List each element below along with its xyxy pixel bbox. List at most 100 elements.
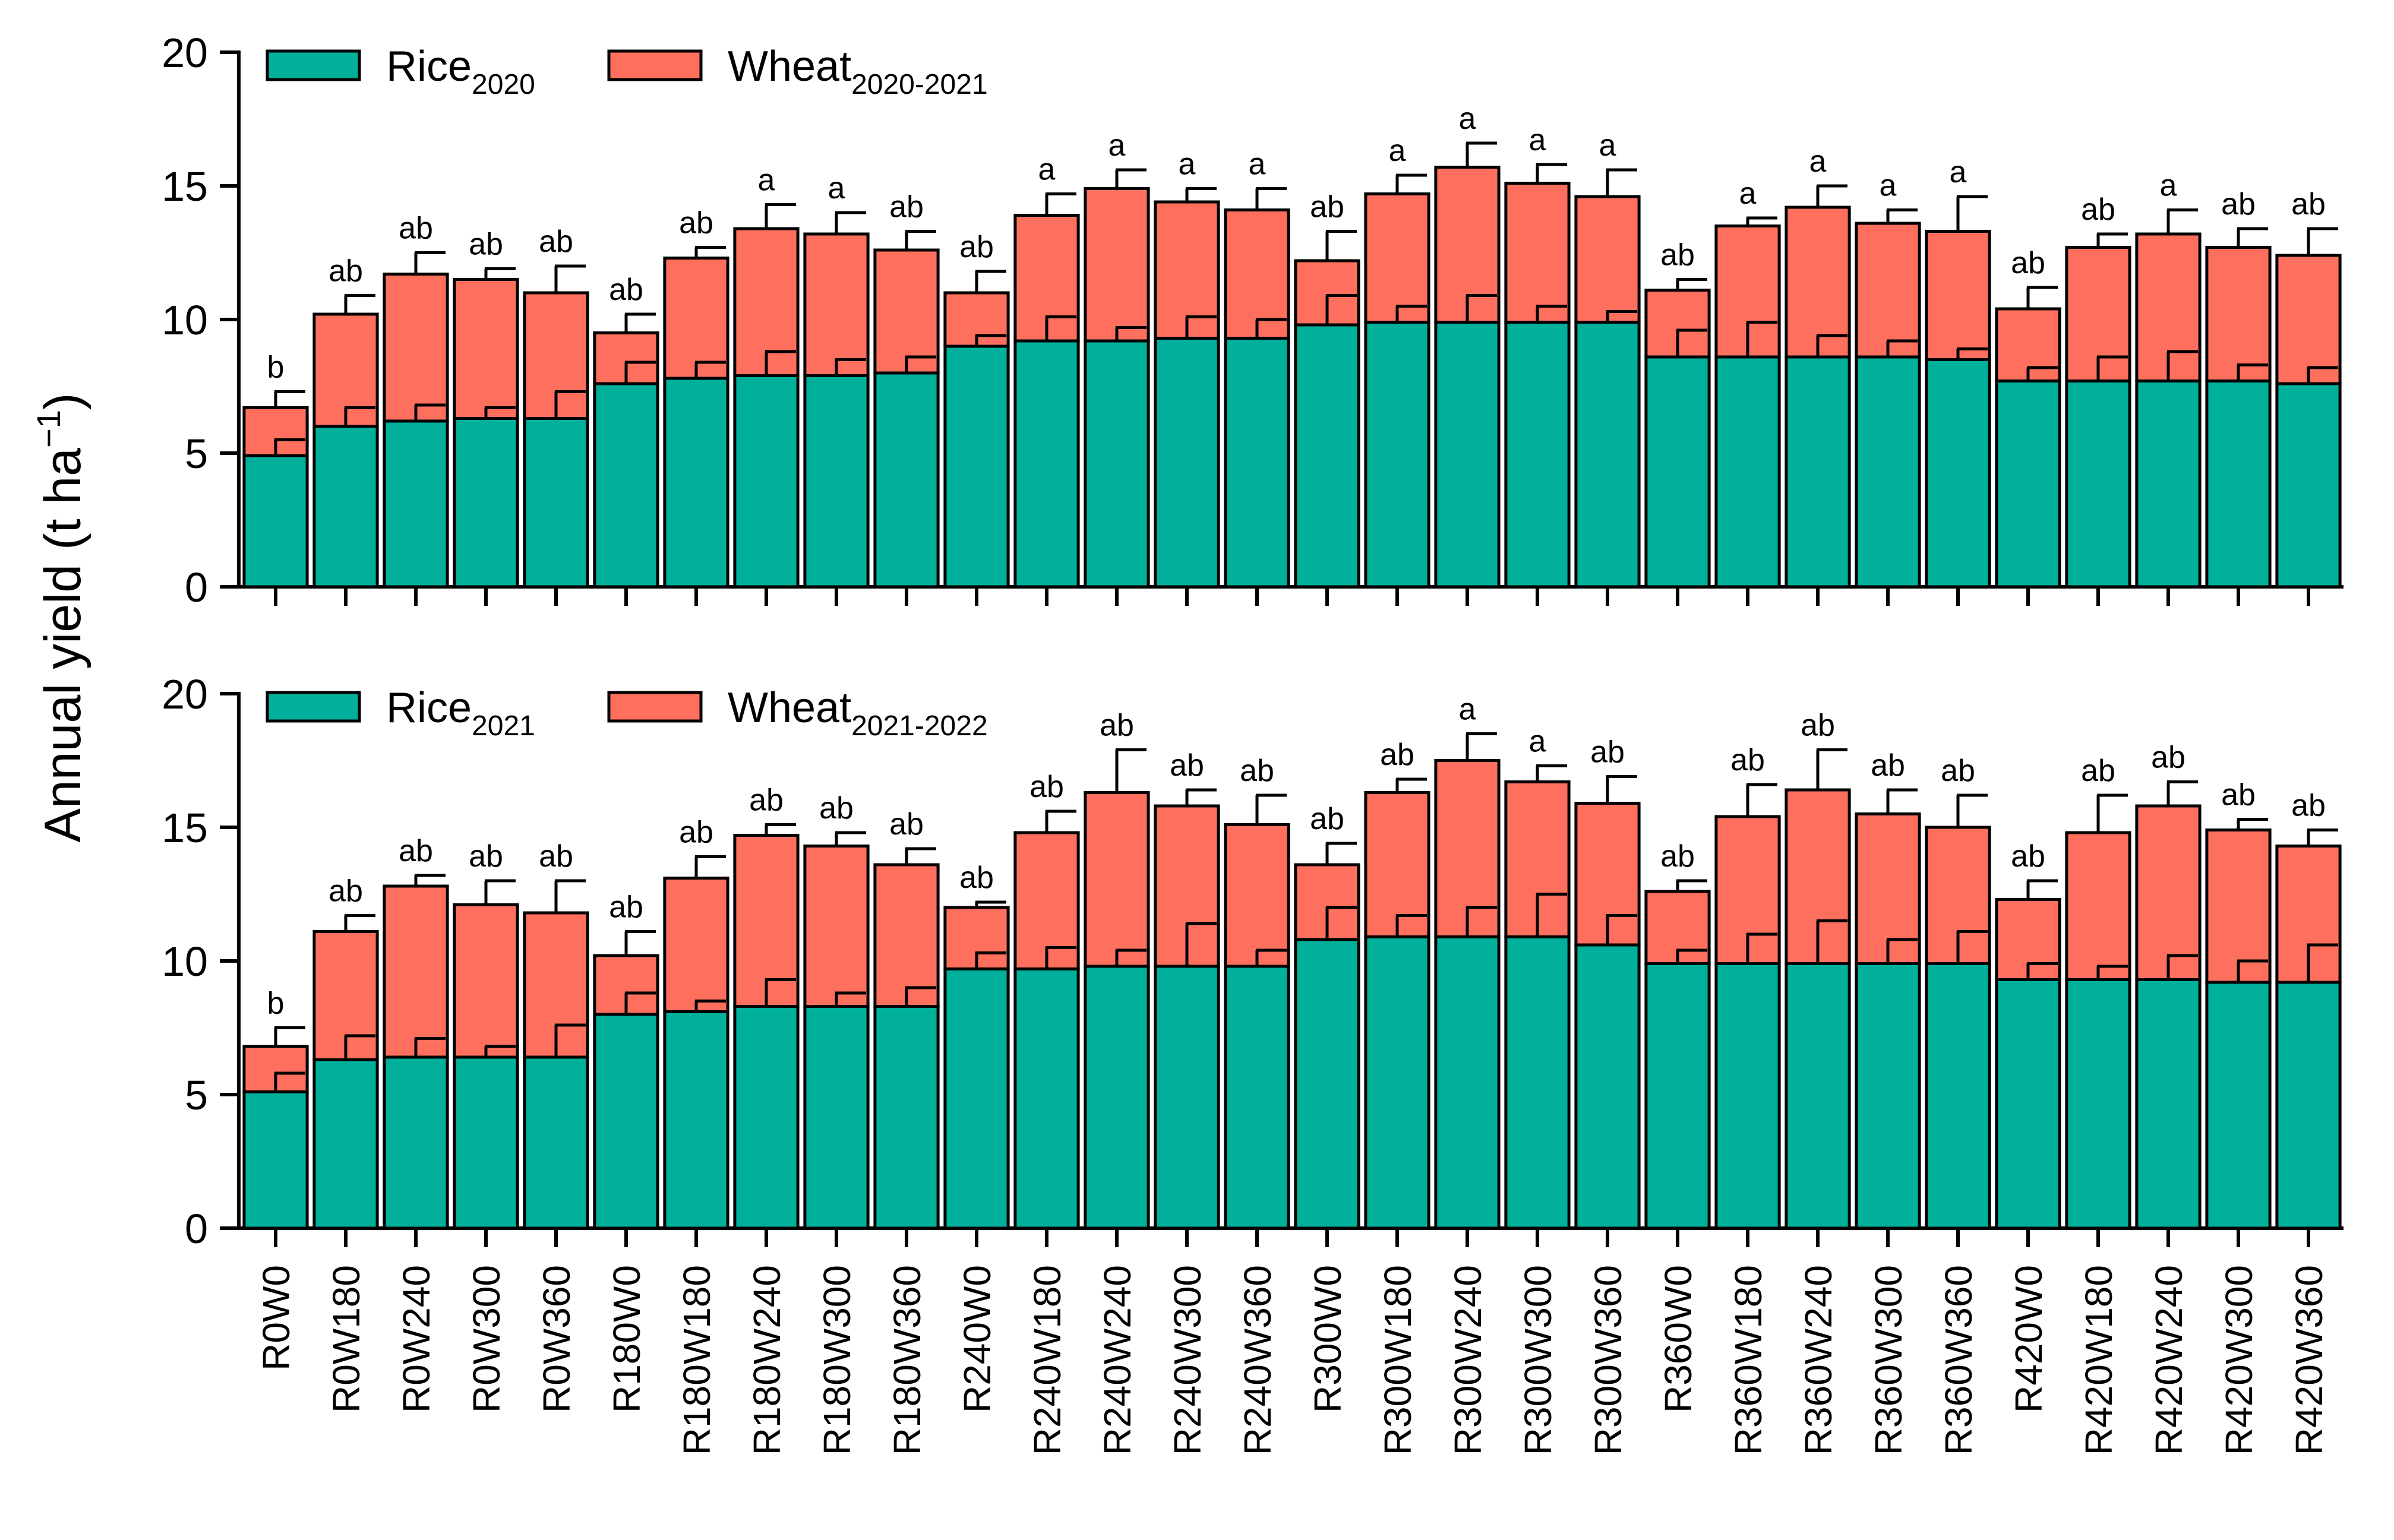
category-label: R180W360 — [886, 1265, 928, 1455]
significance-label: ab — [609, 890, 643, 925]
legend-label-subscript: 2021-2022 — [851, 710, 988, 742]
rice-bar — [383, 419, 449, 589]
rice-bar — [803, 374, 870, 589]
wheat-bar — [2205, 246, 2272, 382]
rice-bar — [312, 425, 379, 589]
wheat-bar — [2065, 831, 2131, 981]
rice-bar — [1714, 355, 1781, 589]
wheat-bar — [803, 845, 870, 1008]
y-tick-label: 0 — [185, 564, 208, 611]
wheat-bar — [873, 863, 940, 1008]
significance-label: ab — [469, 227, 503, 262]
significance-label: ab — [399, 211, 433, 246]
category-label: R240W180 — [1026, 1265, 1069, 1455]
significance-label: ab — [1240, 754, 1274, 788]
rice-bar — [242, 454, 309, 589]
significance-label: ab — [469, 839, 503, 874]
legend-label-wheat: Wheat2020-2021 — [728, 43, 988, 100]
wheat-bar — [733, 834, 800, 1008]
wheat-bar — [1504, 182, 1571, 324]
rice-bar — [663, 377, 729, 589]
rice-bar — [663, 1010, 729, 1230]
category-label: R240W360 — [1236, 1265, 1279, 1455]
rice-bar — [1364, 935, 1430, 1230]
y-tick-label: 0 — [185, 1206, 208, 1252]
rice-bar — [1154, 965, 1220, 1230]
rice-bar — [1364, 321, 1430, 589]
y-axis-label-main: Annual yield (t ha — [34, 448, 91, 843]
rice-bar — [1224, 337, 1290, 589]
legend-label-base: Wheat — [728, 684, 851, 732]
significance-label: ab — [2291, 187, 2326, 222]
significance-label: a — [1529, 725, 1546, 759]
rice-bar — [1574, 321, 1641, 589]
rice-bar — [453, 417, 519, 589]
significance-label: a — [1108, 128, 1126, 163]
wheat-bar — [1855, 222, 1921, 359]
significance-label: ab — [1801, 709, 1835, 743]
y-tick-label: 15 — [162, 805, 208, 851]
rice-bar — [312, 1058, 379, 1230]
category-label: R360W300 — [1867, 1265, 1910, 1455]
wheat-bar — [2135, 804, 2202, 981]
significance-label: ab — [2081, 192, 2115, 227]
rice-bar — [943, 967, 1010, 1230]
legend-swatch-wheat — [607, 691, 703, 723]
rice-bar — [2065, 380, 2131, 589]
rice-bar — [1644, 355, 1711, 589]
category-label: R360W240 — [1797, 1265, 1840, 1455]
category-label: R420W360 — [2288, 1265, 2330, 1455]
significance-label: ab — [329, 874, 363, 909]
rice-bar — [873, 371, 940, 589]
significance-label: ab — [1660, 839, 1695, 874]
y-tick-label: 10 — [162, 938, 208, 985]
rice-bar — [523, 1055, 589, 1230]
rice-bar — [1995, 978, 2061, 1230]
rice-bar — [1294, 323, 1360, 589]
panel-bottom: 0 5 10 15 20 b R0W0 ab R0W180 ab R0W240 ab R0W300 ab R… — [162, 671, 2344, 1455]
wheat-bar — [663, 257, 729, 380]
category-label: R180W180 — [675, 1265, 718, 1455]
wheat-bar — [803, 232, 870, 377]
wheat-bar — [453, 903, 519, 1059]
rice-bar — [2205, 380, 2272, 589]
y-axis-label: Annual yield (t ha−1) — [30, 393, 91, 842]
category-label: R300W360 — [1587, 1265, 1629, 1455]
significance-label: ab — [1170, 748, 1204, 783]
significance-label: ab — [2291, 789, 2326, 823]
legend-label-base: Rice — [386, 684, 472, 732]
wheat-bar — [1574, 195, 1641, 324]
rice-bar — [1785, 355, 1851, 589]
rice-bar — [1224, 965, 1290, 1230]
legend-label-subscript: 2020 — [472, 69, 535, 100]
rice-bar — [523, 417, 589, 589]
category-label: R360W360 — [1937, 1265, 1980, 1455]
rice-bar — [593, 1013, 659, 1230]
significance-label: a — [1529, 123, 1546, 157]
significance-label: b — [267, 986, 285, 1021]
rice-bar — [2205, 981, 2272, 1230]
wheat-bar — [1364, 192, 1430, 324]
y-tick-label: 5 — [185, 1072, 208, 1118]
category-label: R240W300 — [1166, 1265, 1209, 1455]
rice-bar — [733, 374, 800, 589]
rice-bar — [1013, 339, 1080, 589]
category-label: R300W0 — [1306, 1265, 1349, 1413]
wheat-bar — [2205, 828, 2272, 984]
significance-label: a — [758, 163, 775, 198]
rice-bar — [1154, 337, 1220, 589]
category-label: R420W300 — [2218, 1265, 2260, 1455]
rice-bar — [1995, 380, 2061, 589]
category-label: R240W0 — [956, 1265, 999, 1413]
significance-label: ab — [959, 861, 994, 895]
significance-label: a — [1389, 134, 1406, 168]
rice-bar — [1504, 321, 1571, 589]
category-label: R0W180 — [325, 1265, 368, 1413]
significance-label: ab — [1871, 748, 1905, 783]
wheat-bar — [1224, 208, 1290, 340]
significance-label: ab — [329, 254, 363, 289]
category-label: R420W240 — [2147, 1265, 2190, 1455]
category-label: R240W240 — [1096, 1265, 1139, 1455]
